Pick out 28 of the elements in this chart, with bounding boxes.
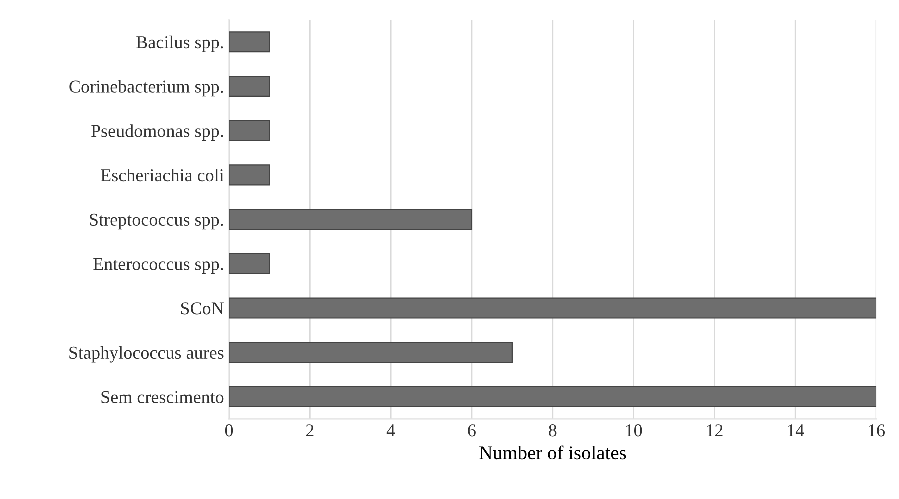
x-tick-label: 10 [626,424,642,437]
x-tick-label: 0 [225,424,234,437]
bar [229,164,270,186]
x-tick-label: 14 [788,424,804,437]
y-tick-label: Corinebacterium spp. [70,80,224,97]
y-tick-label: Bacilus spp. [136,36,224,52]
y-tick-label: Enterococcus spp. [94,258,224,274]
x-tick-label: 12 [707,424,723,437]
bar [229,32,270,53]
x-tick-label: 4 [386,424,396,437]
bar [229,342,513,364]
y-tick-label: Pseudomonas spp. [91,124,224,141]
y-tick-label: SCoN [181,302,224,315]
y-tick-label: Escheriachia coli [101,168,224,182]
bar [229,253,270,274]
y-tick-label: Sem crescimento [102,391,224,404]
x-tick-label: 16 [869,424,886,437]
x-tick-label: 8 [549,424,557,437]
bar [229,209,473,230]
bar [229,386,877,408]
bar [229,298,877,319]
x-tick-label: 6 [468,424,476,437]
x-tick-label: 2 [306,424,314,437]
bar [229,76,270,98]
bar [229,120,270,142]
x-axis-title: Number of isolates [479,446,626,460]
y-tick-label: Streptococcus spp. [90,214,224,230]
y-tick-label: Staphylococcus aures [70,346,224,363]
